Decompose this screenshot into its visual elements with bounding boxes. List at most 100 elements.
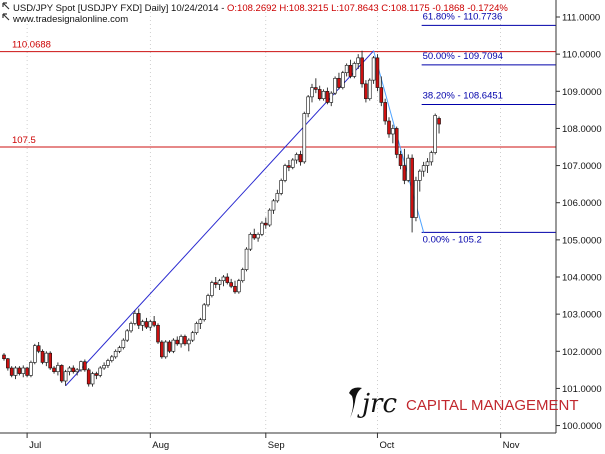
candle-body <box>321 90 326 100</box>
candle-body <box>314 87 318 90</box>
jrc-logo: jrc CAPITAL MANAGEMENT <box>349 387 579 419</box>
candle <box>106 358 110 368</box>
candle <box>202 303 206 322</box>
candle-body <box>221 276 226 282</box>
candle <box>133 310 137 326</box>
candle <box>6 357 10 371</box>
candle-body <box>9 367 14 376</box>
candle-body <box>40 350 45 363</box>
candle-body <box>333 77 337 94</box>
candle-body <box>375 57 380 88</box>
candle-body <box>298 154 303 163</box>
candle-body <box>267 209 272 226</box>
candle-body <box>263 222 268 226</box>
candle-body <box>75 369 79 373</box>
candle <box>267 208 272 227</box>
candle-body <box>140 321 145 326</box>
candle-body <box>414 180 418 218</box>
candle-body <box>348 64 353 77</box>
candle <box>140 319 145 331</box>
candle-body <box>391 128 395 135</box>
candle <box>410 154 414 233</box>
candle-body <box>52 367 56 373</box>
candle <box>329 91 334 107</box>
fib-label: 50.00% - 109.7094 <box>423 51 503 62</box>
candle <box>98 366 103 378</box>
candle-body <box>25 367 29 376</box>
y-tick-label: 104.0000 <box>562 273 602 284</box>
candle-body <box>102 365 106 369</box>
candle <box>136 308 141 329</box>
x-tick-label: Aug <box>152 440 169 451</box>
candle-body <box>217 280 222 285</box>
link-arrow-icon[interactable] <box>2 13 10 21</box>
candle-body <box>417 170 422 181</box>
candle <box>83 359 87 372</box>
candle-body <box>13 367 18 376</box>
candle-body <box>244 248 249 270</box>
candle <box>302 111 307 164</box>
horizontal-levels: 110.0688 107.5 <box>0 40 556 148</box>
candle <box>248 232 253 251</box>
candle <box>271 199 276 214</box>
candle-body <box>6 358 10 369</box>
candle-body <box>437 118 441 125</box>
candle-body <box>121 339 126 348</box>
candle <box>306 95 310 118</box>
candle-body <box>59 365 64 382</box>
uptrend-line <box>65 50 374 387</box>
candle-body <box>160 341 164 358</box>
x-tick-label: Sep <box>268 440 285 451</box>
candle-body <box>21 367 26 374</box>
candle-body <box>225 276 230 283</box>
candle-body <box>433 115 438 153</box>
candle-body <box>271 200 276 211</box>
candle <box>321 89 326 101</box>
candle <box>360 50 364 88</box>
candle-body <box>310 87 314 98</box>
y-tick-label: 109.0000 <box>562 87 602 98</box>
candle <box>79 360 83 372</box>
y-tick-label: 101.0000 <box>562 384 602 395</box>
candle <box>110 355 114 363</box>
candle <box>32 343 37 365</box>
candlestick-series <box>2 50 441 387</box>
time-axis: Jul Aug Sep Oct Nov <box>0 432 556 451</box>
candle <box>433 113 438 155</box>
candle-body <box>279 180 284 194</box>
candle <box>48 351 53 370</box>
candle <box>13 366 18 380</box>
candle <box>187 338 191 352</box>
candle <box>402 148 407 185</box>
candle <box>125 329 129 342</box>
candle-body <box>183 336 187 345</box>
candle <box>279 178 284 196</box>
expand-arrow-icon[interactable] <box>2 2 10 10</box>
candle-body <box>290 159 295 168</box>
candle <box>263 217 268 229</box>
fib-label: 0.00% - 105.2 <box>423 234 482 245</box>
candle <box>2 353 6 361</box>
candle-body <box>256 233 260 239</box>
candle <box>71 365 76 374</box>
candle <box>144 317 149 329</box>
candle <box>294 152 299 164</box>
candle <box>179 334 183 348</box>
candle-body <box>44 352 49 363</box>
candle <box>213 277 218 289</box>
candle <box>375 54 380 92</box>
x-tick-label: Jul <box>29 440 41 451</box>
candle <box>221 275 226 287</box>
candle-body <box>17 367 22 374</box>
candle <box>152 316 156 328</box>
candle <box>52 366 56 374</box>
candle-body <box>364 83 368 100</box>
candle-body <box>175 339 180 345</box>
candle <box>371 56 376 84</box>
chart-header: USD/JPY Spot [USDJPY FXD] Daily] 10/24/2… <box>2 2 508 25</box>
svg-text:USD/JPY Spot [USDJPY FXD] Dail: USD/JPY Spot [USDJPY FXD] Daily] 10/24/2… <box>13 3 508 14</box>
candle-body <box>86 369 91 385</box>
candle <box>325 87 330 105</box>
candle-body <box>248 233 253 250</box>
